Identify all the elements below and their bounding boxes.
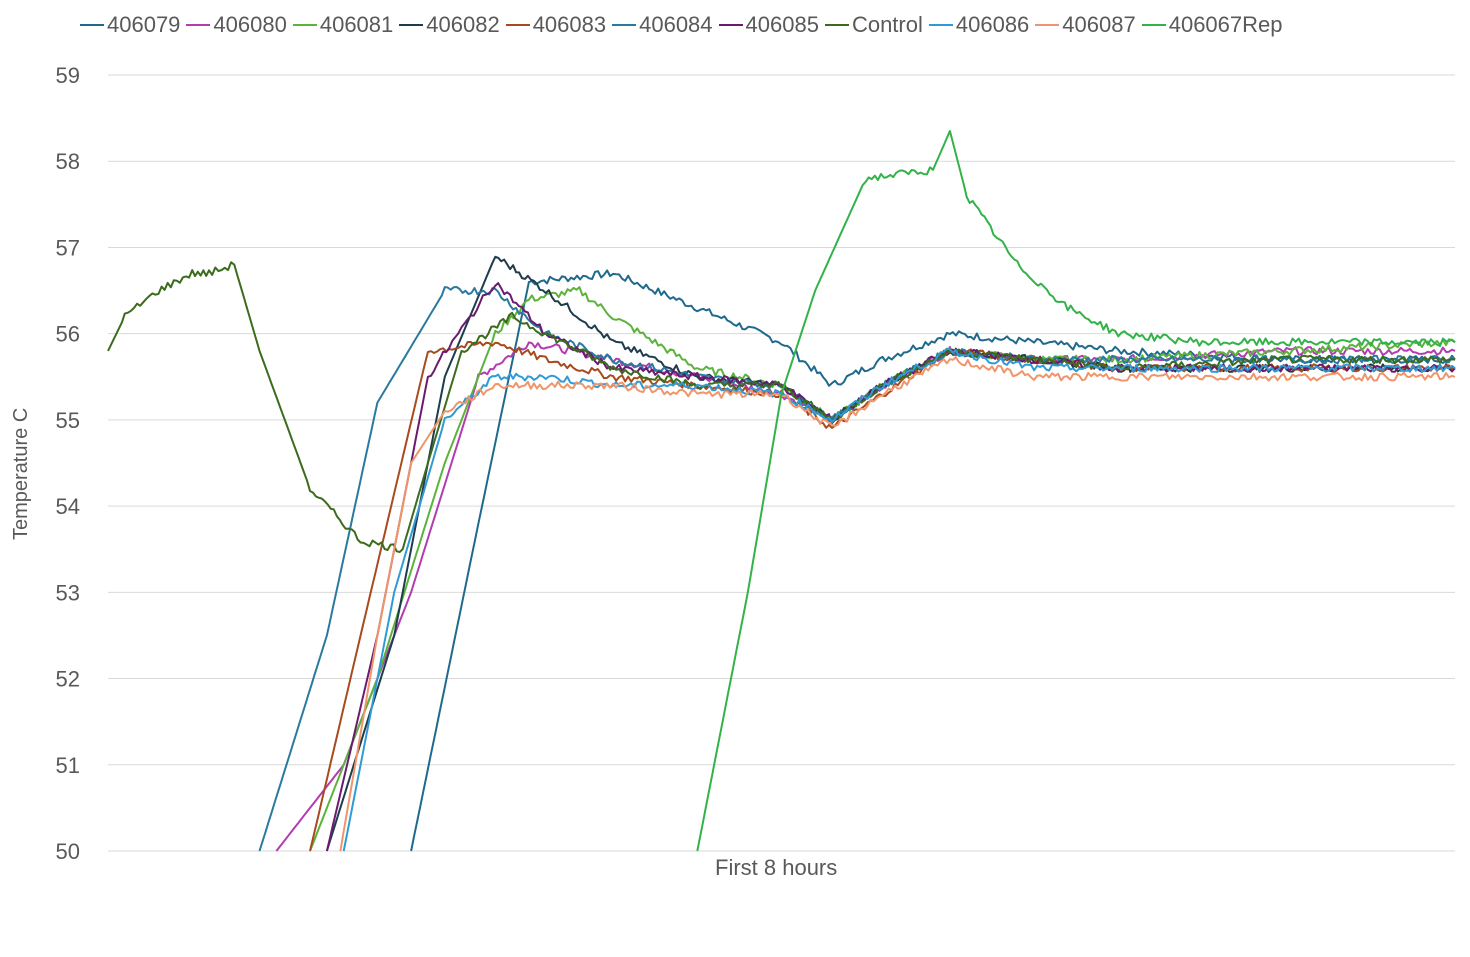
x-axis-label: First 8 hours bbox=[715, 855, 838, 880]
y-tick-label: 59 bbox=[56, 63, 80, 88]
legend-item-Control: Control bbox=[824, 12, 923, 38]
y-tick-label: 55 bbox=[56, 408, 80, 433]
series-line-406086 bbox=[342, 347, 1456, 852]
legend-swatch bbox=[80, 24, 104, 26]
y-tick-label: 53 bbox=[56, 580, 80, 605]
legend-item-406087: 406087 bbox=[1035, 12, 1136, 38]
legend-item-406084: 406084 bbox=[612, 12, 713, 38]
series-line-Control bbox=[107, 261, 1455, 554]
series-line-406067Rep bbox=[696, 130, 1456, 852]
legend-label: 406067Rep bbox=[1168, 12, 1283, 37]
y-axis-label: Temperature C bbox=[10, 407, 32, 540]
legend-label: 406085 bbox=[745, 12, 819, 37]
y-tick-label: 58 bbox=[56, 149, 80, 174]
y-tick-label: 57 bbox=[56, 235, 80, 260]
series-line-406081 bbox=[309, 286, 1456, 852]
legend-swatch bbox=[399, 24, 424, 26]
legend: 406079 406080 406081 406082 406083 406084 4060… bbox=[80, 12, 1289, 38]
legend-label: 406086 bbox=[955, 12, 1030, 37]
y-tick-label: 50 bbox=[56, 839, 80, 864]
grid-layer bbox=[108, 74, 1455, 852]
legend-swatch bbox=[1141, 24, 1166, 26]
series-line-406083 bbox=[309, 341, 1456, 852]
series-line-406087 bbox=[339, 356, 1456, 852]
legend-item-406085: 406085 bbox=[718, 12, 819, 38]
legend-label: 406080 bbox=[213, 12, 287, 37]
legend-item-406083: 406083 bbox=[505, 12, 607, 38]
y-tick-label: 56 bbox=[56, 322, 80, 347]
legend-swatch bbox=[928, 24, 953, 26]
legend-label: Control bbox=[851, 12, 923, 37]
legend-swatch bbox=[1035, 24, 1060, 26]
legend-item-406067Rep: 406067Rep bbox=[1141, 12, 1283, 38]
legend-label: 406082 bbox=[426, 12, 500, 37]
y-tick-label: 51 bbox=[56, 753, 80, 778]
legend-label: 406079 bbox=[107, 12, 181, 37]
legend-swatch bbox=[505, 24, 530, 26]
series-line-406082 bbox=[325, 255, 1456, 852]
y-tick-label: 54 bbox=[56, 494, 80, 519]
y-tick-label: 52 bbox=[56, 667, 80, 692]
y-tick-labels: 50 51 52 53 54 55 56 57 58 59 bbox=[56, 63, 80, 864]
legend-label: 406083 bbox=[532, 12, 607, 37]
legend-swatch bbox=[186, 24, 211, 26]
series-line-406079 bbox=[410, 269, 1456, 852]
legend-swatch bbox=[824, 24, 849, 26]
legend-item-406081: 406081 bbox=[292, 12, 394, 38]
series-layer bbox=[107, 130, 1456, 852]
legend-item-406086: 406086 bbox=[928, 12, 1030, 38]
legend-swatch bbox=[612, 24, 637, 26]
legend-item-406082: 406082 bbox=[399, 12, 500, 38]
series-line-406080 bbox=[275, 341, 1456, 852]
legend-label: 406081 bbox=[319, 12, 394, 37]
legend-swatch bbox=[718, 24, 743, 26]
legend-label: 406084 bbox=[639, 12, 713, 37]
legend-item-406080: 406080 bbox=[186, 12, 287, 38]
legend-item-406079: 406079 bbox=[80, 12, 180, 38]
legend-swatch bbox=[292, 24, 317, 26]
legend-label: 406087 bbox=[1062, 12, 1136, 37]
